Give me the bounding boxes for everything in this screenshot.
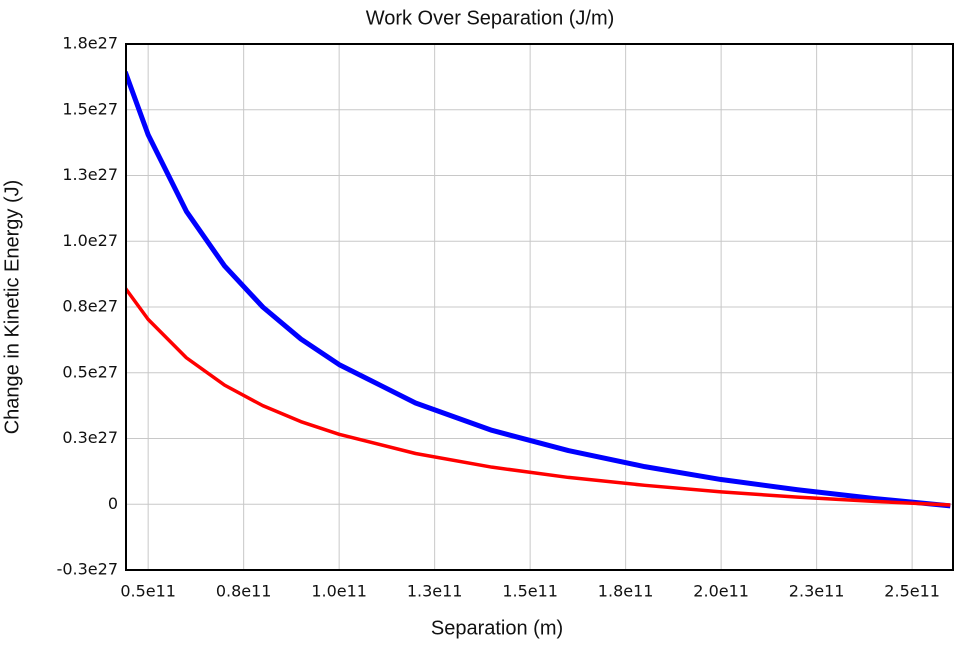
x-tick-label: 1.8e11 (598, 582, 654, 601)
x-tick-label: 1.5e11 (502, 582, 558, 601)
x-tick-label: 2.5e11 (884, 582, 940, 601)
y-tick-label: 1.8e27 (62, 34, 118, 53)
chart-title: Work Over Separation (J/m) (366, 7, 615, 29)
y-tick-label: 1.5e27 (62, 99, 118, 118)
y-axis-label: Change in Kinetic Energy (J) (1, 180, 23, 435)
data-line (126, 71, 951, 509)
x-tick-label: 0.8e11 (216, 582, 272, 601)
y-tick-label: 1.0e27 (62, 231, 118, 250)
y-tick-label: 0.5e27 (62, 362, 118, 381)
x-tick-label: 1.3e11 (407, 582, 463, 601)
y-tick-label: 1.3e27 (62, 165, 118, 184)
y-tick-label: 0 (108, 494, 118, 513)
data-line (126, 287, 951, 507)
y-tick-label: 0.8e27 (62, 297, 118, 316)
x-tick-label: 0.5e11 (120, 582, 176, 601)
x-tick-label: 1.0e11 (311, 582, 367, 601)
x-tick-label: 2.0e11 (693, 582, 749, 601)
x-tick-label: 2.3e11 (789, 582, 845, 601)
y-tick-label: -0.3e27 (57, 560, 118, 579)
y-tick-label: 0.3e27 (62, 428, 118, 447)
plot-border (125, 43, 954, 571)
x-axis-label: Separation (m) (431, 617, 563, 639)
